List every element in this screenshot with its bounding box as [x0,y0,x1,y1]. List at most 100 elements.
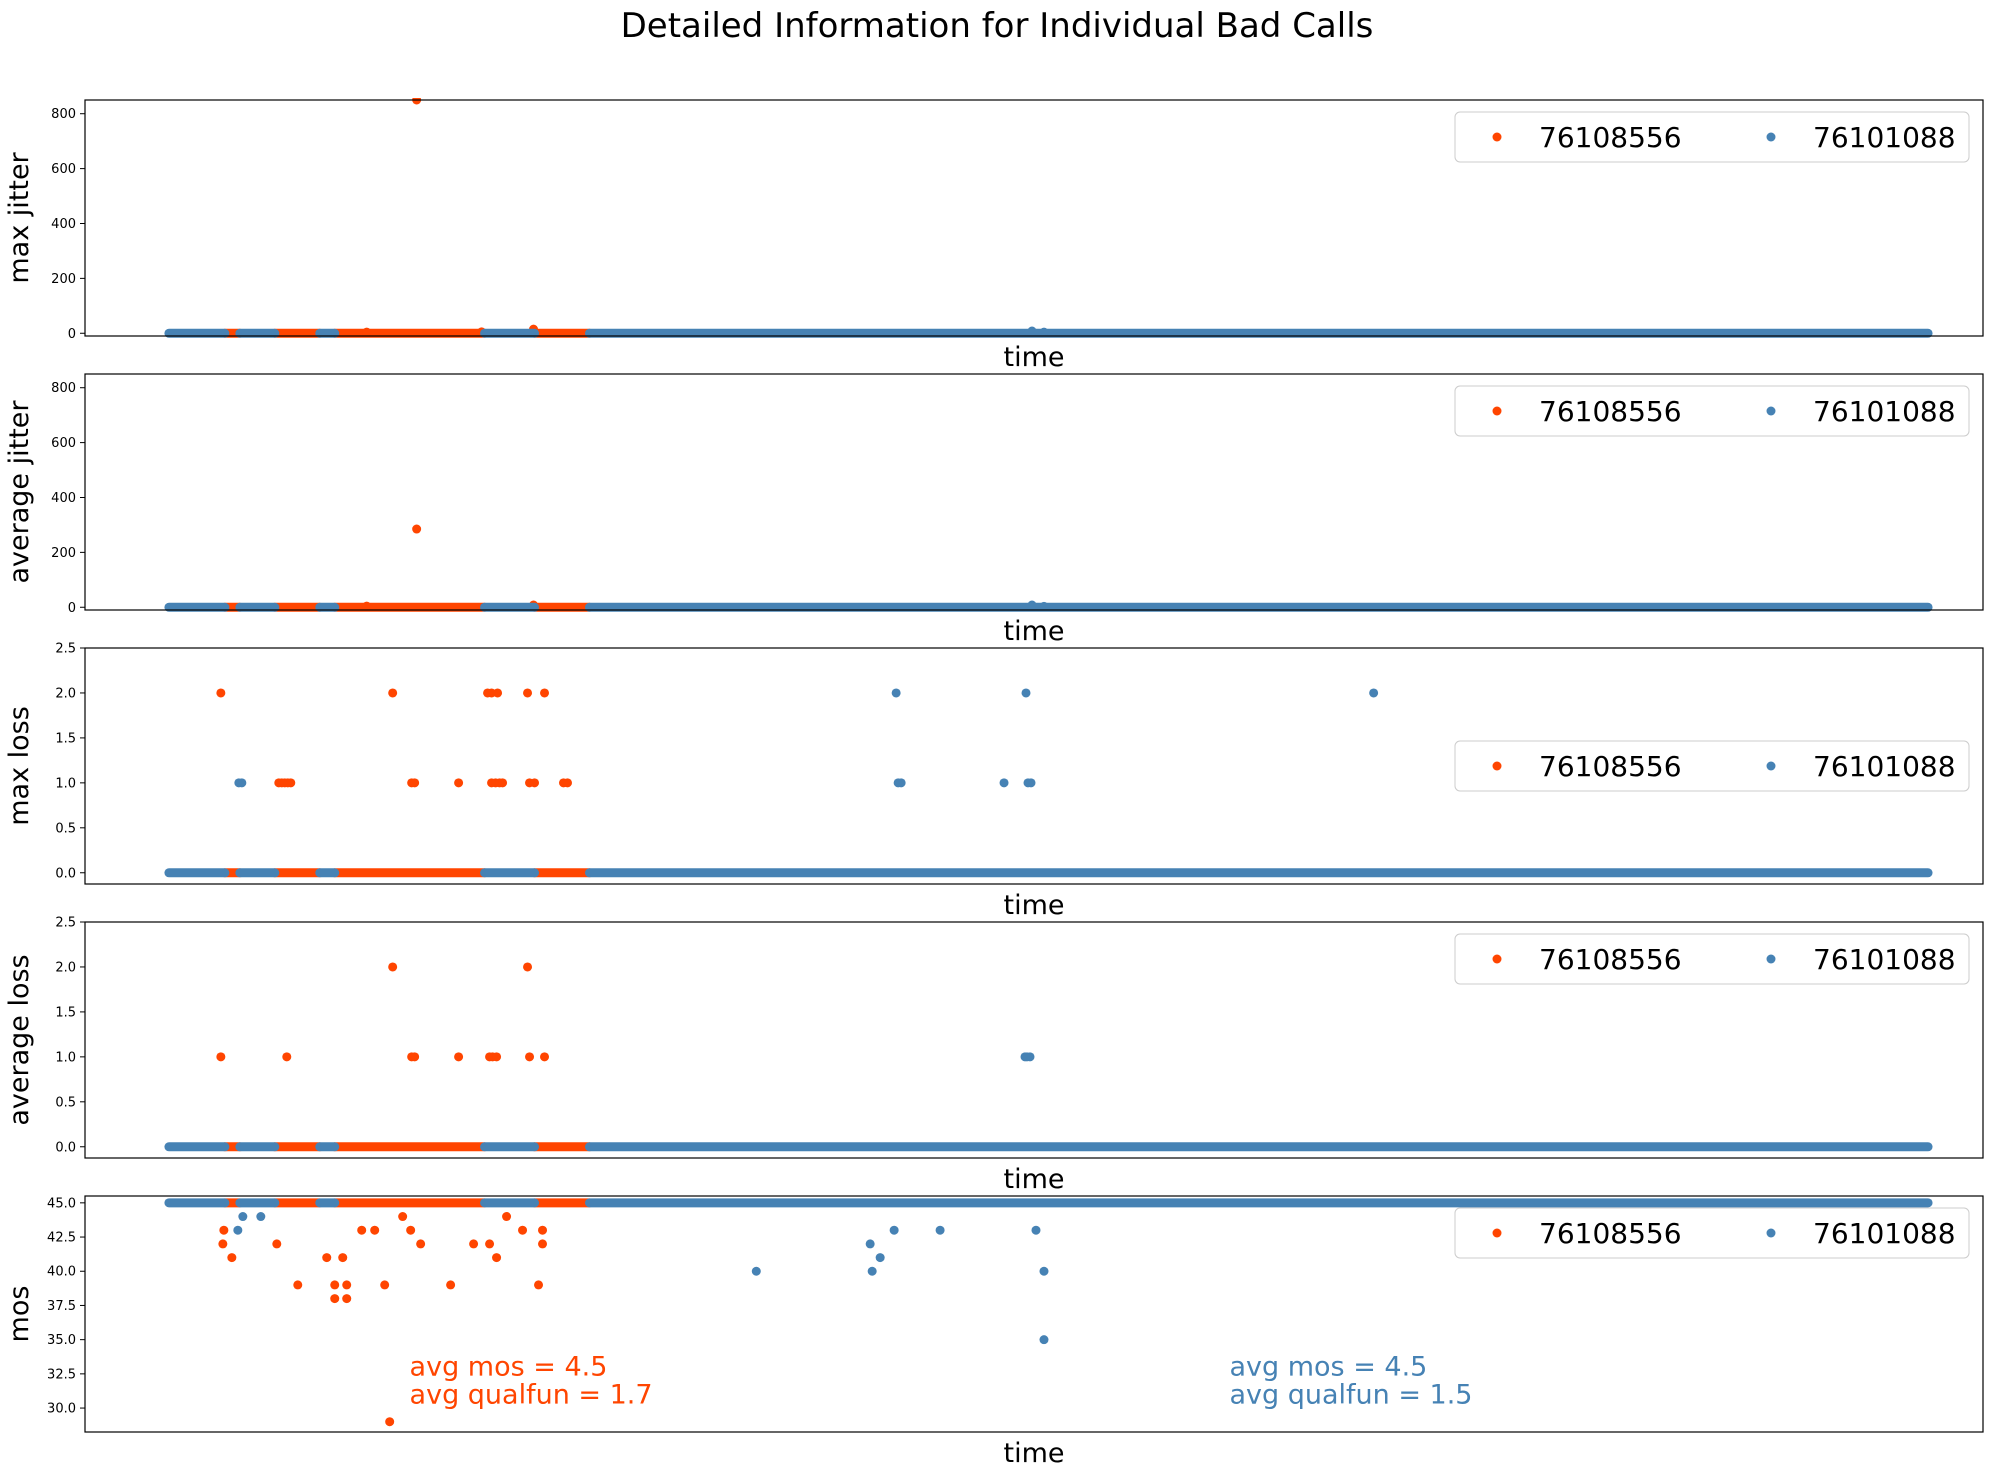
legend-label: 76101088 [1813,121,1956,154]
legend-marker [1766,406,1776,416]
data-point [751,1266,761,1276]
x-axis-label: time [1003,890,1064,921]
y-axis-label: max jitter [4,151,35,283]
legend-box [1454,740,1970,792]
data-point [562,778,572,788]
y-axis-label: average jitter [4,400,35,584]
data-point [469,1239,479,1249]
y-tick-label: 200 [51,272,76,287]
data-point [357,1225,367,1235]
series-76101088 [164,326,1933,338]
data-point [518,1225,528,1235]
y-tick-label: 0 [68,601,76,616]
data-layer [164,688,1933,878]
y-tick-label: 2.0 [55,686,76,701]
x-axis-label: time [1003,616,1064,647]
data-point [330,1280,340,1290]
data-point [1027,326,1037,336]
data-point [446,1280,456,1290]
series-76101088 [164,600,1933,612]
y-tick-label: 0 [68,327,76,342]
data-layer [164,98,1933,338]
legend-marker [1766,954,1776,964]
legend-marker [1492,1228,1502,1238]
legend-box [1454,385,1970,437]
data-point [935,1225,945,1235]
legend: 76108556 76101088 [1454,740,1970,792]
annotation-text: avg mos = 4.5 [410,1351,608,1382]
data-point [492,1052,502,1062]
annotation-text: avg qualfun = 1.7 [410,1379,653,1410]
series-76108556 [216,688,594,878]
y-tick-label: 30.0 [47,1402,76,1417]
data-point [219,1225,229,1235]
data-point [410,778,420,788]
legend-marker [1766,761,1776,771]
legend-marker [1492,132,1502,142]
data-point [498,778,508,788]
legend-label: 76101088 [1813,943,1956,976]
data-point [867,1266,877,1276]
data-point [1039,601,1049,611]
data-point [1026,778,1036,788]
data-point [410,1052,420,1062]
data-point [525,1052,535,1062]
data-point [227,1253,237,1263]
y-tick-label: 0.5 [55,1095,76,1110]
y-axis-label: mos [4,1286,35,1343]
data-point [218,1239,228,1249]
y-tick-label: 800 [51,107,76,122]
legend-label: 76108556 [1539,121,1682,154]
y-tick-label: 800 [51,381,76,396]
y-tick-label: 0.5 [55,821,76,836]
data-point [891,688,901,698]
series-76101088 [164,1052,1933,1152]
series-76108556 [220,524,594,612]
axes-frame [84,647,1984,885]
data-point [1021,688,1031,698]
y-tick-label: 2.0 [55,960,76,975]
data-point [523,962,533,972]
legend-label: 76108556 [1539,943,1682,976]
series-76101088 [164,1198,1933,1345]
data-point [538,1225,548,1235]
data-point [540,1052,550,1062]
legend-label: 76108556 [1539,750,1682,783]
data-point [322,1253,332,1263]
data-point [493,688,503,698]
data-point [534,1280,544,1290]
data-point [454,1052,464,1062]
data-point [1039,1266,1049,1276]
legend-box [1454,933,1970,985]
data-point [530,778,540,788]
y-tick-label: 400 [51,491,76,506]
x-axis-label: time [1003,1164,1064,1195]
legend: 76108556 76101088 [1454,933,1970,985]
data-point [1027,600,1037,610]
data-point [1039,327,1049,337]
data-point [999,778,1009,788]
legend-marker [1492,761,1502,771]
data-point [238,1212,248,1222]
axes-frame [84,99,1984,337]
series-76108556 [220,98,594,338]
y-tick-label: 200 [51,546,76,561]
data-point [538,1239,548,1249]
panel-1: 0 200 400 600 800 max jitter time 76108556 76101… [4,98,1984,373]
data-point [272,1239,282,1249]
y-tick-label: 1.0 [55,1050,76,1065]
y-tick-label: 2.5 [55,916,76,931]
y-axis-label: average loss [4,954,35,1125]
data-point [875,1253,885,1263]
x-axis-label: time [1003,1438,1064,1469]
data-point [889,1225,899,1235]
data-point [362,601,372,611]
legend-label: 76101088 [1813,1217,1956,1250]
legend-label: 76108556 [1539,1217,1682,1250]
y-tick-label: 600 [51,436,76,451]
legend-marker [1766,132,1776,142]
data-point [282,1052,292,1062]
annotation-text: avg mos = 4.5 [1229,1351,1427,1382]
